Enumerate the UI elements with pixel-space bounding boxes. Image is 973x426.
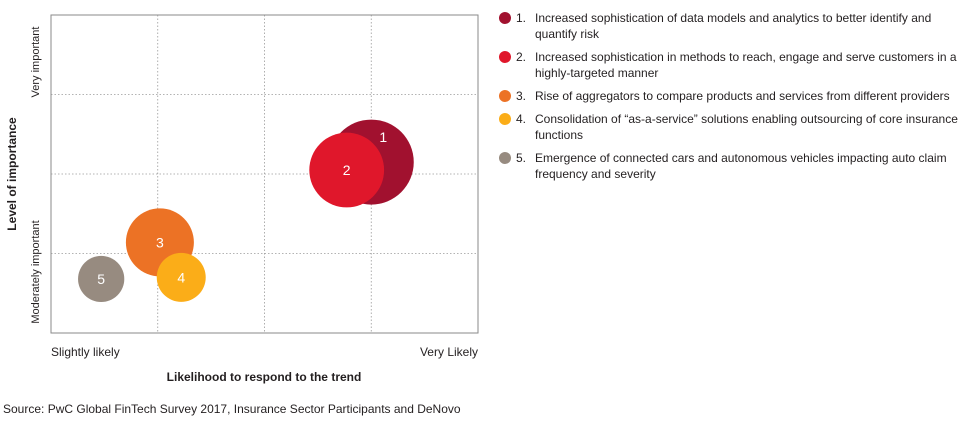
legend-number: 1. <box>516 11 527 25</box>
x-tick-label-slightly-likely: Slightly likely <box>51 345 120 359</box>
legend-number: 2. <box>516 50 527 64</box>
legend-item: 1. Increased sophistication of data mode… <box>497 10 965 42</box>
bubble-label-4: 4 <box>177 269 185 285</box>
legend-item: 3. Rise of aggregators to compare produc… <box>497 88 965 104</box>
legend-marker-5 <box>499 152 511 164</box>
grid-lines <box>51 15 478 333</box>
y-tick-label-very-important: Very important <box>30 27 42 98</box>
source-note: Source: PwC Global FinTech Survey 2017, … <box>3 402 461 416</box>
x-tick-label-very-likely: Very Likely <box>420 345 478 359</box>
legend-item: 5. Emergence of connected cars and auton… <box>497 150 965 182</box>
legend-text: Emergence of connected cars and autonomo… <box>535 151 947 181</box>
legend-text: Rise of aggregators to compare products … <box>535 89 950 103</box>
legend-number: 5. <box>516 151 527 165</box>
legend-marker-3 <box>499 90 511 102</box>
y-axis-label: Level of importance <box>5 117 19 231</box>
bubble-2 <box>309 132 385 208</box>
bubble-label-5: 5 <box>97 271 105 287</box>
legend: 1. Increased sophistication of data mode… <box>497 10 965 189</box>
bubble-label-3: 3 <box>156 234 164 250</box>
legend-marker-2 <box>499 51 511 63</box>
legend-item: 4. Consolidation of “as-a-service” solut… <box>497 111 965 143</box>
bubbles: 1 2 3 4 5 <box>78 119 414 303</box>
legend-item: 2. Increased sophistication in methods t… <box>497 49 965 81</box>
y-tick-label-moderately-important: Moderately important <box>30 220 42 323</box>
legend-text: Increased sophistication of data models … <box>535 11 932 41</box>
legend-text: Consolidation of “as-a-service” solution… <box>535 112 958 142</box>
bubble-label-1: 1 <box>379 129 387 145</box>
bubble-label-2: 2 <box>343 162 351 178</box>
legend-marker-4 <box>499 113 511 125</box>
bubble-chart: 1 2 3 4 5 Slightly likely Very Likely Likeli… <box>5 14 479 384</box>
legend-marker-1 <box>499 12 511 24</box>
legend-number: 4. <box>516 112 527 126</box>
x-axis-label: Likelihood to respond to the trend <box>167 370 362 384</box>
plot-area-border <box>50 14 479 334</box>
bubble-4 <box>156 252 206 302</box>
legend-text: Increased sophistication in methods to r… <box>535 50 957 80</box>
bubble-5 <box>78 255 125 303</box>
legend-number: 3. <box>516 89 527 103</box>
